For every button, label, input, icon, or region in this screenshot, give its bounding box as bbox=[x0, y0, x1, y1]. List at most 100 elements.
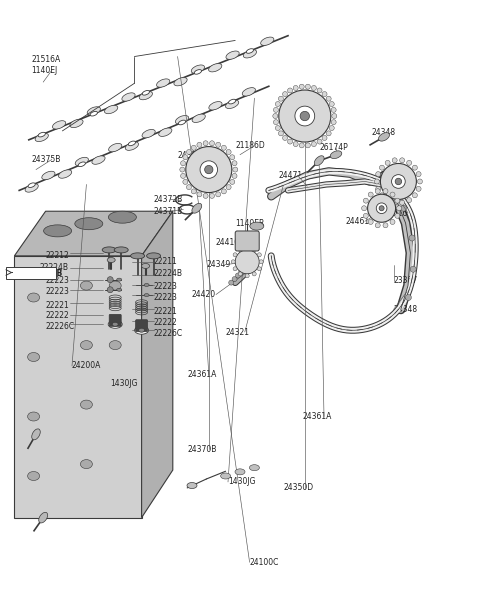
Text: 24370B: 24370B bbox=[187, 444, 216, 454]
Circle shape bbox=[273, 114, 278, 118]
Ellipse shape bbox=[243, 49, 256, 58]
Ellipse shape bbox=[117, 278, 122, 281]
Ellipse shape bbox=[142, 130, 155, 138]
Circle shape bbox=[395, 214, 400, 218]
Circle shape bbox=[376, 186, 381, 192]
Circle shape bbox=[368, 194, 396, 223]
Ellipse shape bbox=[221, 473, 230, 479]
Text: 23367: 23367 bbox=[394, 276, 418, 286]
Ellipse shape bbox=[92, 156, 105, 164]
Ellipse shape bbox=[125, 142, 139, 151]
Text: 22224B: 22224B bbox=[154, 269, 182, 278]
Ellipse shape bbox=[134, 326, 149, 334]
Circle shape bbox=[390, 192, 395, 197]
Circle shape bbox=[376, 203, 387, 214]
Circle shape bbox=[228, 280, 234, 285]
Circle shape bbox=[183, 179, 188, 184]
Circle shape bbox=[232, 173, 237, 178]
Circle shape bbox=[332, 114, 337, 118]
Circle shape bbox=[375, 223, 380, 228]
Circle shape bbox=[380, 164, 416, 199]
Circle shape bbox=[305, 84, 311, 89]
Ellipse shape bbox=[112, 322, 118, 326]
Ellipse shape bbox=[144, 283, 149, 287]
Circle shape bbox=[363, 214, 368, 218]
Circle shape bbox=[401, 205, 407, 211]
Ellipse shape bbox=[105, 105, 118, 114]
Circle shape bbox=[245, 246, 249, 250]
Circle shape bbox=[221, 145, 227, 151]
Text: 22221: 22221 bbox=[154, 307, 177, 317]
Ellipse shape bbox=[144, 293, 149, 297]
Ellipse shape bbox=[35, 133, 48, 142]
Circle shape bbox=[288, 88, 292, 93]
Text: 24420: 24420 bbox=[192, 290, 216, 299]
Ellipse shape bbox=[70, 120, 83, 128]
Circle shape bbox=[293, 86, 298, 90]
Text: 1140EJ: 1140EJ bbox=[31, 65, 58, 75]
Circle shape bbox=[233, 253, 237, 257]
Circle shape bbox=[322, 92, 327, 96]
Ellipse shape bbox=[330, 151, 342, 159]
Circle shape bbox=[107, 287, 113, 293]
Circle shape bbox=[379, 193, 384, 198]
Ellipse shape bbox=[59, 170, 72, 178]
Ellipse shape bbox=[80, 281, 92, 290]
Circle shape bbox=[400, 158, 405, 163]
Text: 22226C: 22226C bbox=[46, 321, 75, 331]
Circle shape bbox=[385, 161, 390, 165]
Ellipse shape bbox=[139, 92, 153, 100]
Circle shape bbox=[232, 161, 237, 166]
Circle shape bbox=[379, 165, 384, 170]
Text: 22223: 22223 bbox=[154, 293, 178, 302]
Text: 26160: 26160 bbox=[389, 208, 413, 218]
Ellipse shape bbox=[80, 459, 92, 469]
Text: 1430JG: 1430JG bbox=[228, 477, 255, 487]
Text: 24200A: 24200A bbox=[72, 361, 101, 371]
Circle shape bbox=[300, 111, 310, 121]
Ellipse shape bbox=[142, 90, 149, 95]
Ellipse shape bbox=[179, 120, 186, 125]
Ellipse shape bbox=[246, 49, 253, 54]
Circle shape bbox=[245, 262, 251, 267]
Circle shape bbox=[191, 145, 196, 151]
Circle shape bbox=[274, 107, 278, 112]
Ellipse shape bbox=[28, 293, 39, 302]
Circle shape bbox=[216, 192, 221, 197]
Circle shape bbox=[295, 106, 315, 126]
Circle shape bbox=[231, 260, 235, 264]
Circle shape bbox=[312, 142, 316, 146]
Circle shape bbox=[278, 96, 283, 101]
Circle shape bbox=[233, 167, 238, 172]
Circle shape bbox=[317, 139, 322, 144]
Text: 24372B: 24372B bbox=[154, 195, 183, 204]
Ellipse shape bbox=[25, 184, 38, 192]
Text: 22226C: 22226C bbox=[154, 328, 183, 338]
Text: 21186D: 21186D bbox=[235, 141, 265, 151]
Ellipse shape bbox=[192, 114, 205, 123]
Circle shape bbox=[299, 84, 304, 89]
Circle shape bbox=[392, 175, 405, 188]
Circle shape bbox=[245, 274, 249, 278]
Text: 24371B: 24371B bbox=[154, 206, 183, 216]
Circle shape bbox=[288, 139, 292, 144]
Circle shape bbox=[191, 189, 196, 194]
Ellipse shape bbox=[175, 115, 189, 124]
Circle shape bbox=[197, 192, 202, 197]
Text: 24470: 24470 bbox=[389, 171, 413, 180]
Circle shape bbox=[379, 206, 384, 211]
Circle shape bbox=[186, 146, 232, 193]
Text: 1140ER: 1140ER bbox=[235, 218, 264, 228]
Circle shape bbox=[390, 220, 395, 224]
Circle shape bbox=[361, 206, 367, 211]
Circle shape bbox=[293, 142, 298, 146]
Circle shape bbox=[230, 179, 235, 184]
Circle shape bbox=[283, 92, 288, 96]
Circle shape bbox=[230, 155, 235, 160]
Circle shape bbox=[363, 198, 368, 203]
Circle shape bbox=[410, 266, 416, 273]
Ellipse shape bbox=[142, 264, 150, 268]
Circle shape bbox=[204, 165, 213, 174]
FancyBboxPatch shape bbox=[135, 320, 148, 331]
Ellipse shape bbox=[108, 320, 122, 328]
